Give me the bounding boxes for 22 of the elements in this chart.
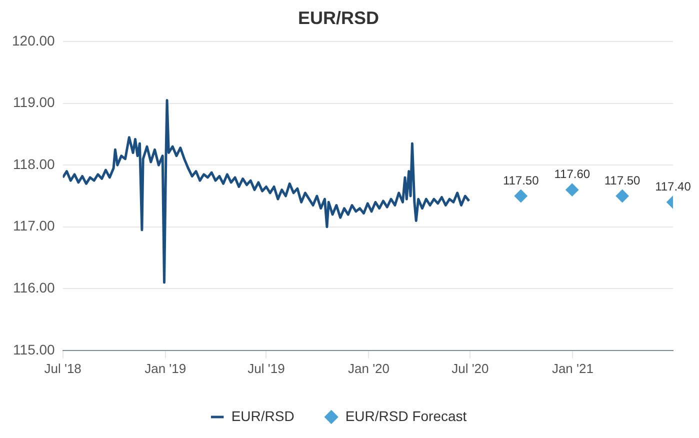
legend-label: EUR/RSD Forecast bbox=[345, 408, 467, 424]
x-tick-label: Jul '20 bbox=[452, 360, 489, 376]
data-label: 117.50 bbox=[604, 173, 641, 188]
y-tick-label: 115.00 bbox=[13, 341, 56, 358]
point bbox=[566, 183, 579, 196]
x-tick-label: Jan '20 bbox=[348, 360, 390, 376]
data-label: 117.60 bbox=[554, 167, 590, 182]
y-tick-label: 118.00 bbox=[13, 156, 56, 172]
point bbox=[514, 190, 528, 202]
point bbox=[616, 190, 629, 202]
x-tick-label: Jan '19 bbox=[144, 360, 186, 376]
y-tick-label: 119.00 bbox=[13, 94, 56, 110]
data-label: 117.50 bbox=[502, 173, 540, 188]
data-label: 117.40 bbox=[655, 179, 692, 194]
x-tick-label: Jul '19 bbox=[248, 360, 285, 376]
y-tick-label: 120.00 bbox=[12, 32, 56, 48]
y-tick-label: 116.00 bbox=[13, 280, 56, 296]
chart-title: EUR/RSD bbox=[298, 8, 380, 28]
x-tick-label: Jul '18 bbox=[44, 360, 82, 376]
legend-label: EUR/RSD bbox=[231, 408, 294, 424]
y-tick-label: 117.00 bbox=[13, 218, 56, 234]
x-tick-label: Jan '21 bbox=[552, 360, 594, 376]
